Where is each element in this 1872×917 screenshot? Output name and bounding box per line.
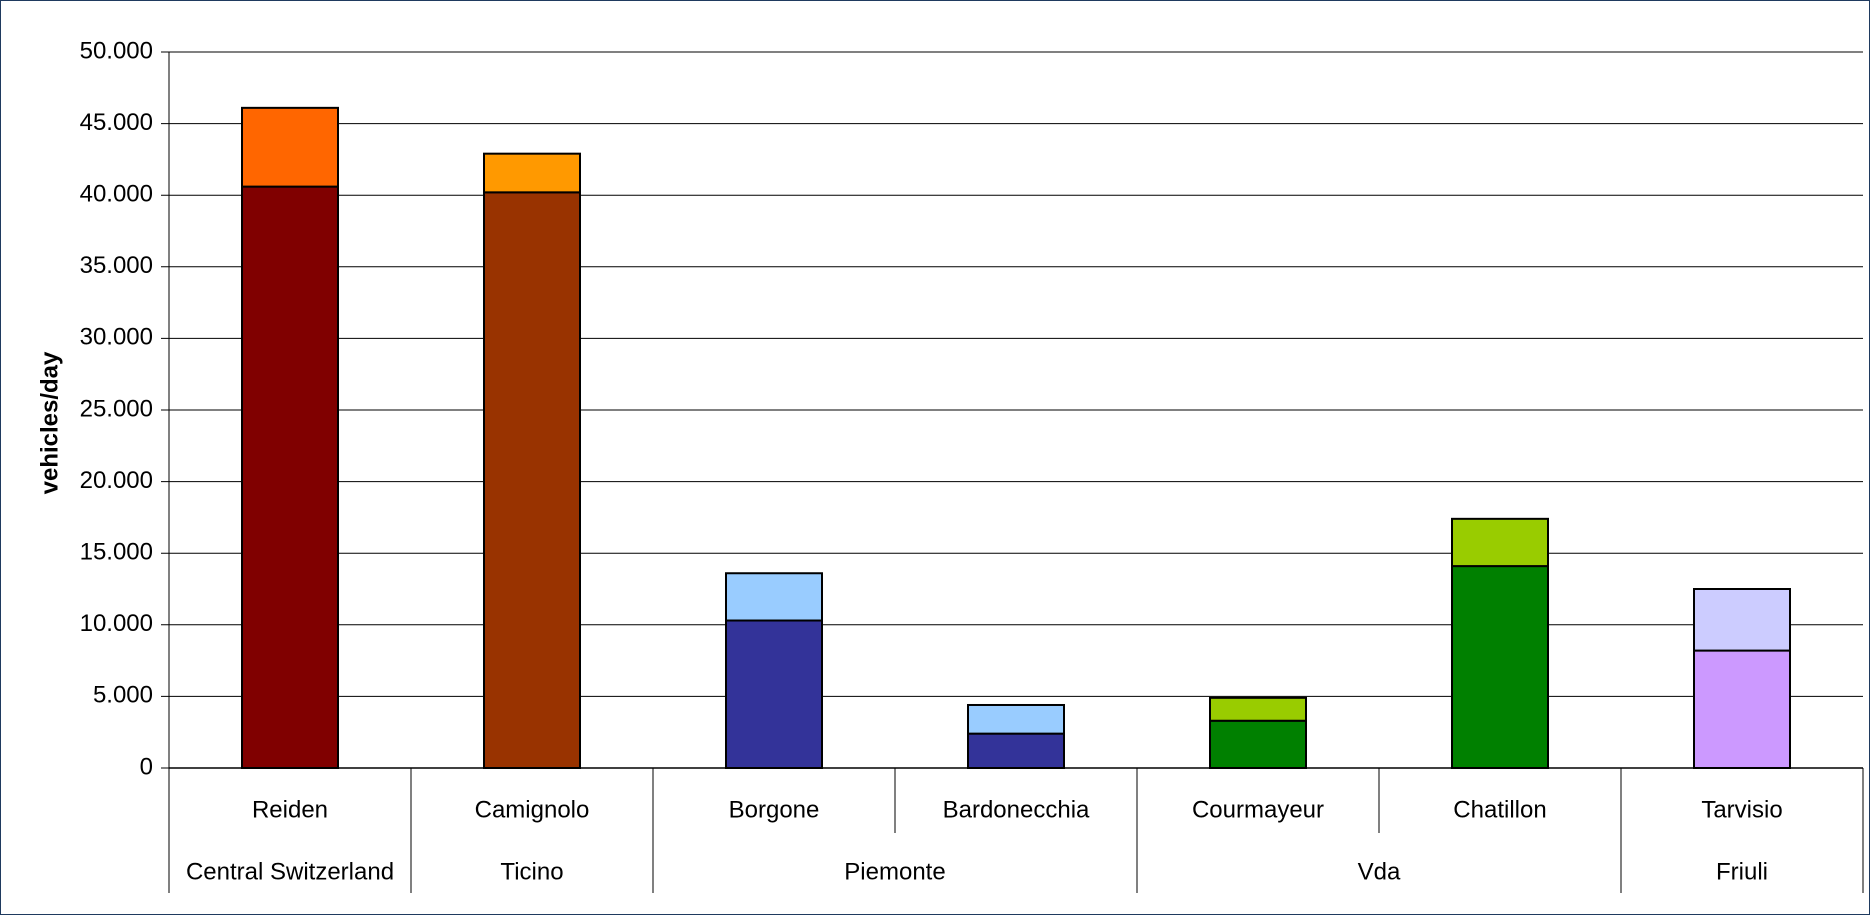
y-tick-label: 10.000 (80, 610, 153, 637)
group-label: Friuli (1716, 858, 1768, 885)
bar-segment (1209, 719, 1307, 770)
axes (168, 52, 1863, 893)
y-tick-label: 25.000 (80, 395, 153, 422)
y-axis-title: vehicles/day (36, 351, 63, 494)
category-label: Reiden (252, 796, 328, 823)
bar-segment (241, 106, 339, 188)
bar-segment (1451, 565, 1549, 770)
y-tick-label: 30.000 (80, 324, 153, 351)
bar-segment (483, 152, 581, 194)
y-tick-label: 15.000 (80, 539, 153, 566)
bars (241, 106, 1791, 770)
y-tick-label: 35.000 (80, 252, 153, 279)
bar-segment (1451, 517, 1549, 568)
bar-segment (725, 619, 823, 770)
category-label: Courmayeur (1192, 796, 1324, 823)
bar-segment (1209, 696, 1307, 722)
bar-segment (483, 191, 581, 769)
category-label: Chatillon (1453, 796, 1546, 823)
group-label: Piemonte (844, 858, 945, 885)
category-label: Borgone (729, 796, 820, 823)
y-tick-label: 0 (140, 753, 153, 780)
y-tick-label: 5.000 (93, 682, 153, 709)
bar-segment (1693, 649, 1791, 769)
category-label: Tarvisio (1701, 796, 1782, 823)
y-tick-label: 50.000 (80, 37, 153, 64)
bar-segment (725, 572, 823, 622)
y-tick-label: 45.000 (80, 109, 153, 136)
category-label: Camignolo (475, 796, 590, 823)
group-label: Ticino (500, 858, 563, 885)
bar-segment (241, 185, 339, 770)
bar-segment (1693, 588, 1791, 652)
bar-segment (967, 703, 1065, 735)
category-label: Bardonecchia (943, 796, 1090, 823)
y-tick-label: 40.000 (80, 181, 153, 208)
group-label: Central Switzerland (186, 858, 394, 885)
y-tick-label: 20.000 (80, 467, 153, 494)
gridlines (161, 51, 1863, 769)
y-axis-ticks: 0 5.000 10.000 15.000 20.000 25.000 30.000 35.0… (80, 37, 153, 780)
group-label: Vda (1358, 858, 1401, 885)
bar-segment (967, 732, 1065, 770)
category-axis: Reiden Camignolo Borgone Bardonecchia Courma… (168, 768, 1864, 893)
